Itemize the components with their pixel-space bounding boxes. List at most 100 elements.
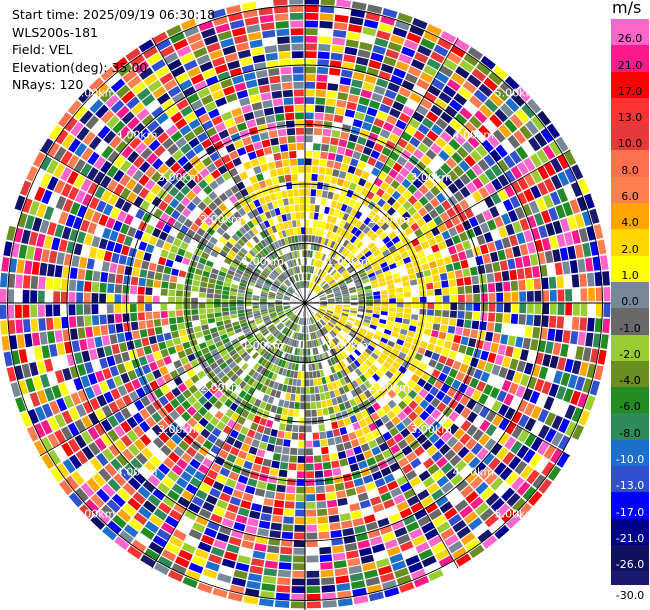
velocity-gate (276, 309, 284, 313)
velocity-gate (283, 303, 290, 306)
velocity-gate (345, 205, 353, 214)
velocity-gate (204, 334, 212, 342)
velocity-gate (201, 347, 210, 355)
velocity-gate (562, 261, 571, 275)
velocity-gate (600, 334, 609, 349)
velocity-gate (543, 161, 556, 177)
velocity-gate (464, 386, 475, 398)
velocity-gate (433, 281, 442, 289)
velocity-gate (281, 214, 287, 222)
azimuth-line (151, 37, 306, 304)
velocity-gate (136, 108, 150, 121)
velocity-gate (456, 319, 464, 328)
velocity-gate (235, 269, 244, 275)
velocity-gate (346, 31, 361, 41)
velocity-gate (291, 174, 298, 182)
velocity-gate (322, 283, 328, 289)
velocity-gate (314, 463, 323, 471)
velocity-gate (110, 78, 126, 93)
velocity-gate (46, 159, 59, 175)
velocity-gate (395, 60, 410, 72)
velocity-gate (313, 284, 318, 291)
velocity-gate (104, 463, 118, 477)
velocity-gate (293, 332, 298, 339)
velocity-gate (331, 45, 345, 54)
velocity-gate (76, 292, 84, 303)
velocity-gate (418, 315, 426, 322)
velocity-gate (37, 290, 45, 303)
velocity-gate (523, 188, 535, 202)
velocity-gate (139, 434, 152, 446)
velocity-gate (354, 278, 362, 284)
velocity-gate (446, 387, 457, 398)
velocity-gate (333, 233, 339, 242)
velocity-gate (211, 115, 223, 126)
velocity-gate (552, 220, 563, 235)
colorbar-swatch: 17.0 (611, 71, 649, 98)
velocity-gate (346, 346, 353, 354)
velocity-gate (361, 247, 370, 255)
velocity-gate (448, 279, 457, 287)
velocity-gate (340, 269, 348, 276)
velocity-gate (359, 374, 367, 383)
velocity-gate (270, 337, 277, 344)
velocity-gate (299, 281, 302, 289)
velocity-gate (288, 330, 293, 338)
velocity-gate (268, 293, 276, 297)
velocity-gate (420, 38, 436, 50)
velocity-gate (427, 237, 437, 247)
velocity-gate (218, 192, 228, 202)
velocity-gate (140, 395, 151, 407)
velocity-gate (235, 345, 243, 352)
colorbar-tick-label: -8.0 (619, 426, 641, 440)
velocity-gate (247, 386, 256, 395)
velocity-gate (258, 277, 266, 283)
velocity-gate (327, 298, 335, 301)
velocity-gate (365, 295, 373, 300)
velocity-gate (342, 384, 350, 393)
velocity-gate (343, 326, 351, 332)
velocity-gate (89, 77, 104, 92)
velocity-gate (499, 260, 509, 271)
velocity-gate (481, 293, 488, 302)
velocity-gate (435, 390, 446, 401)
velocity-gate (103, 391, 114, 404)
velocity-gate (362, 197, 371, 207)
azimuth-line (304, 302, 459, 569)
velocity-gate (152, 369, 162, 380)
velocity-gate (547, 465, 562, 481)
velocity-gate (371, 317, 379, 323)
velocity-gate (264, 318, 271, 324)
velocity-gate (341, 434, 350, 443)
velocity-gate (187, 32, 202, 45)
velocity-gate (286, 253, 291, 261)
velocity-gate (413, 190, 424, 200)
velocity-gate (452, 234, 461, 245)
velocity-gate (132, 122, 145, 136)
velocity-gate (373, 265, 381, 272)
velocity-gate (299, 348, 303, 356)
velocity-gate (210, 250, 219, 258)
velocity-gate (73, 174, 86, 189)
velocity-gate (274, 445, 283, 454)
velocity-gate (14, 195, 26, 211)
velocity-gate (277, 44, 291, 52)
velocity-gate (434, 233, 444, 243)
velocity-gate (325, 256, 331, 264)
velocity-gate (178, 329, 187, 337)
velocity-gate (194, 548, 209, 560)
velocity-gate (176, 310, 184, 317)
velocity-gate (375, 558, 390, 568)
velocity-gate (421, 263, 430, 271)
velocity-gate (152, 488, 166, 501)
velocity-gate (472, 284, 480, 294)
velocity-gate (519, 303, 527, 314)
velocity-gate (485, 410, 497, 423)
velocity-gate (308, 363, 313, 371)
velocity-gate (96, 249, 105, 260)
velocity-gate (313, 220, 318, 228)
velocity-gate (387, 41, 402, 53)
velocity-gate (450, 295, 458, 303)
velocity-gate (217, 275, 225, 282)
velocity-gate (526, 215, 537, 229)
